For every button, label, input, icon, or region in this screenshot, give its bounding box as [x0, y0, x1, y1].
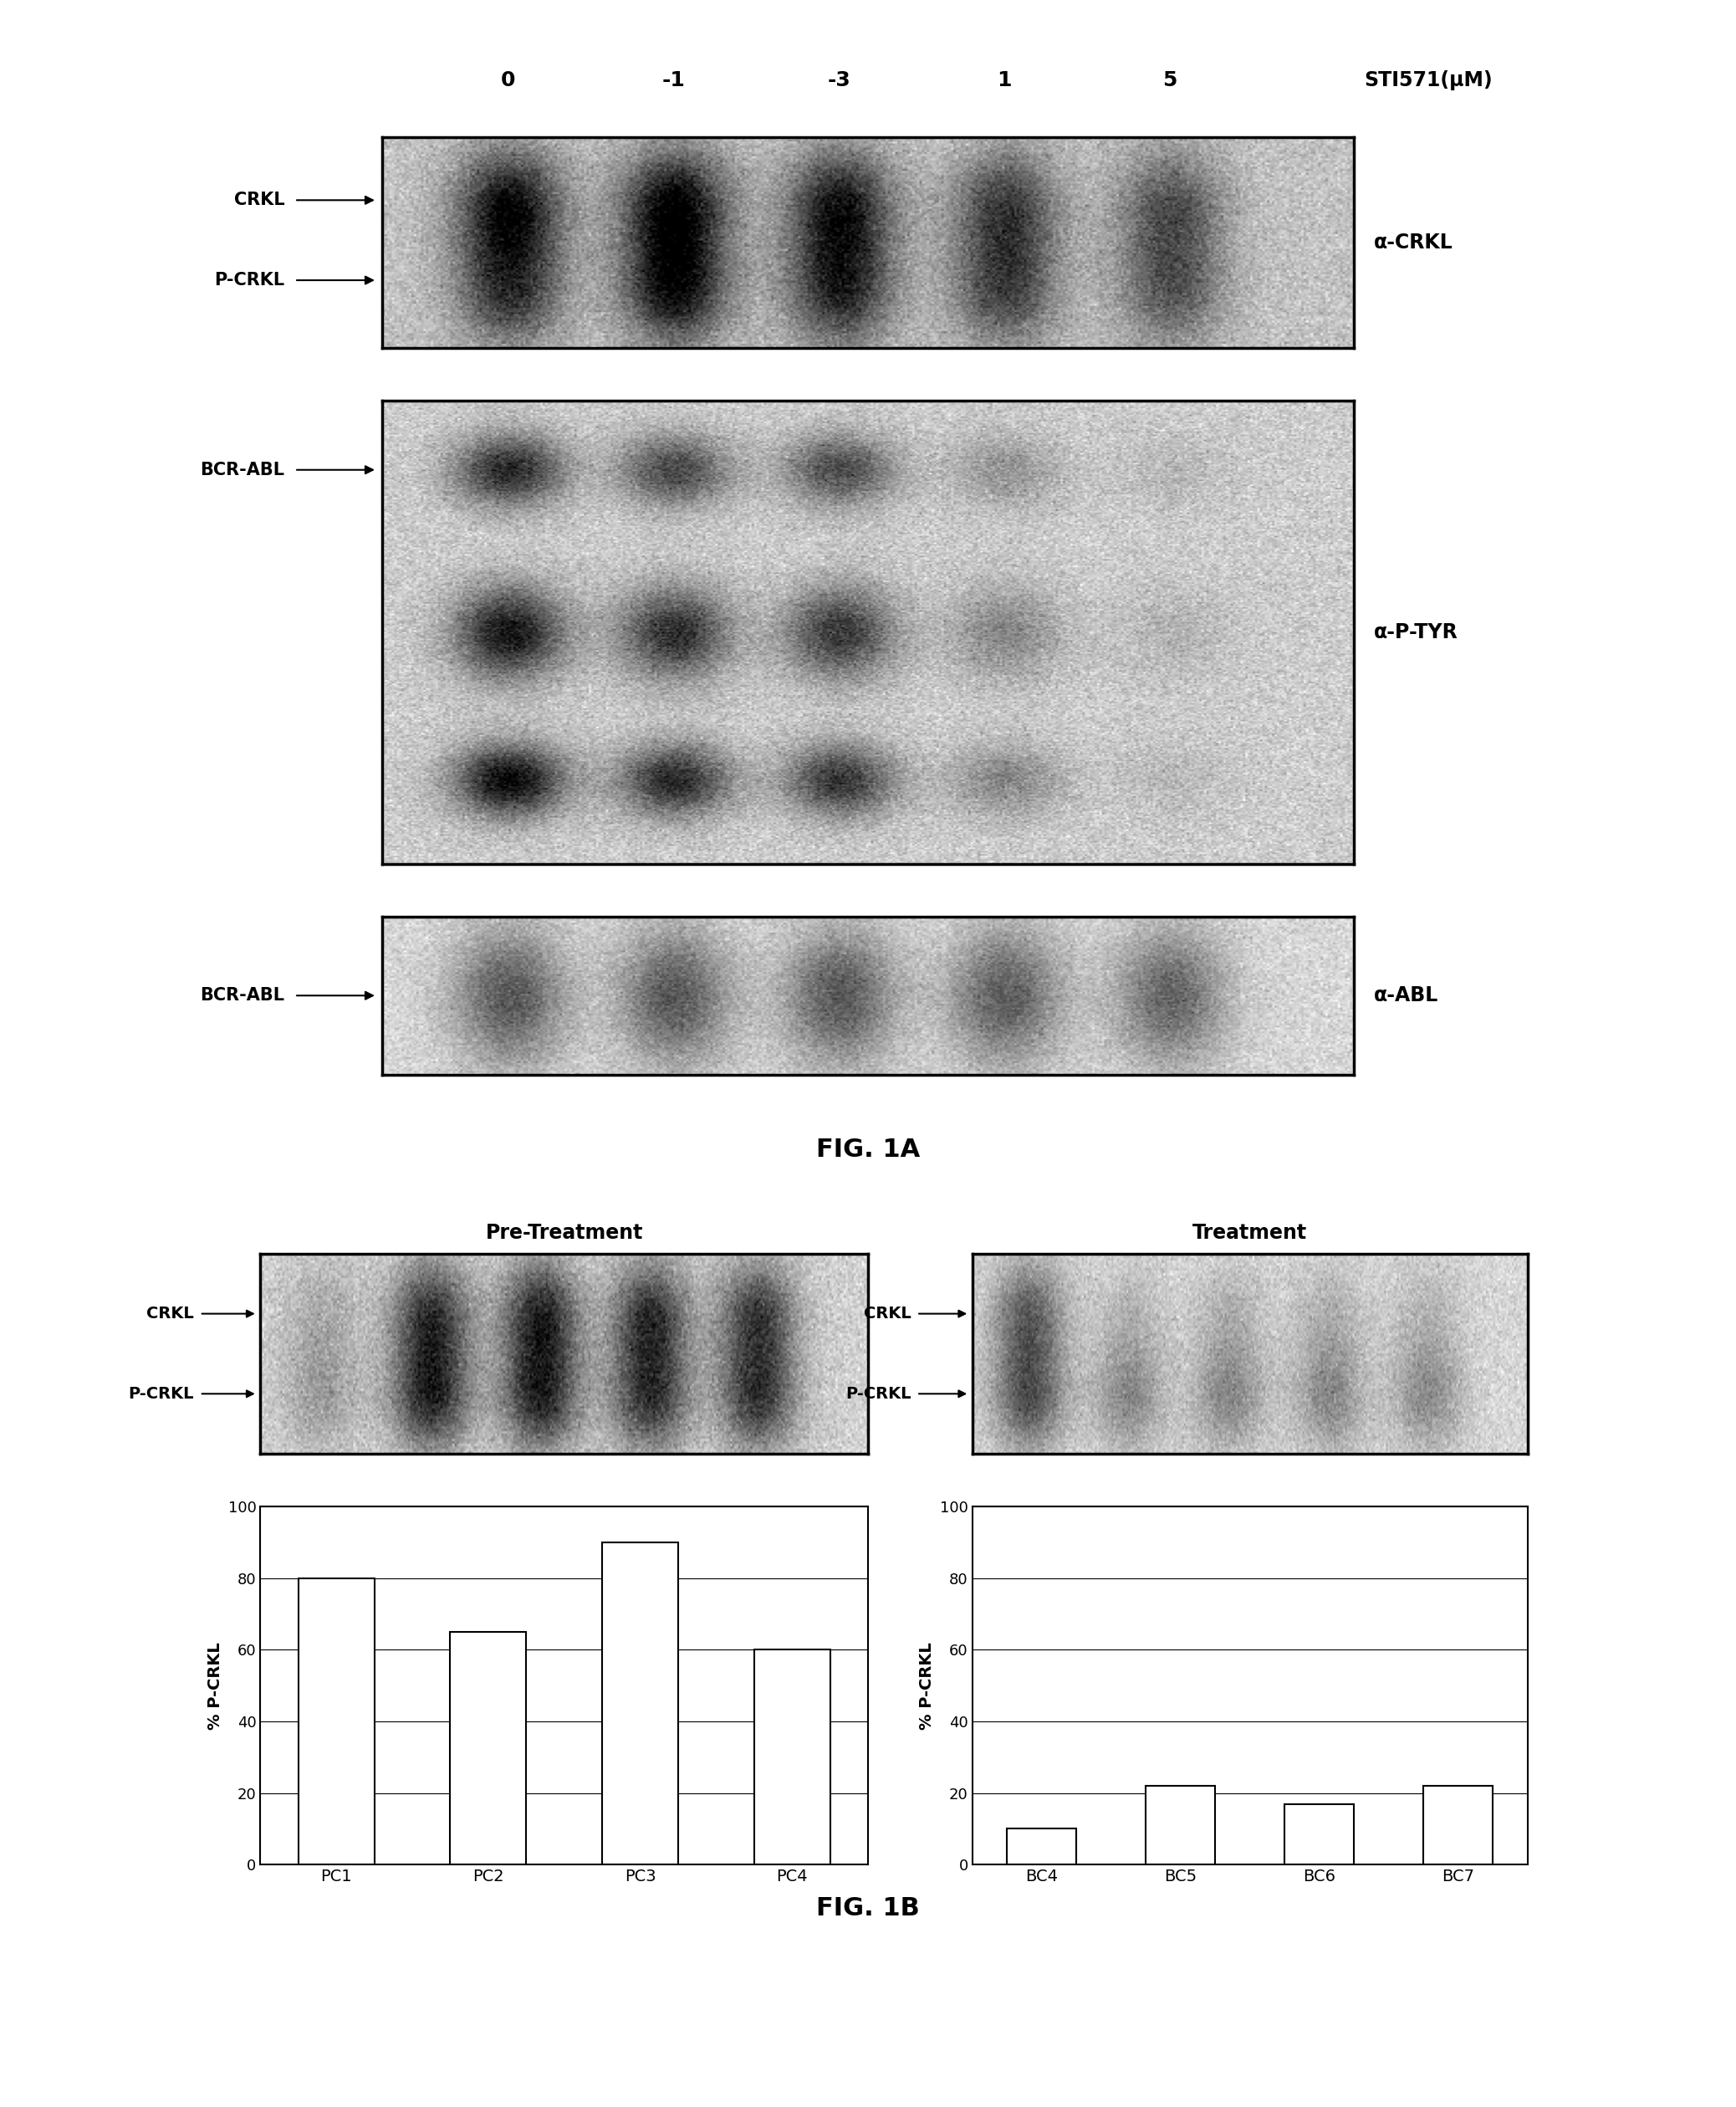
Bar: [753, 1650, 830, 1865]
Text: BCR-ABL: BCR-ABL: [200, 461, 285, 478]
Text: Treatment: Treatment: [1193, 1222, 1307, 1243]
Text: α-CRKL: α-CRKL: [1373, 232, 1453, 253]
Text: CRKL: CRKL: [146, 1306, 193, 1321]
Text: FIG. 1A: FIG. 1A: [816, 1138, 920, 1163]
Text: CRKL: CRKL: [234, 192, 285, 209]
Text: α-P-TYR: α-P-TYR: [1373, 622, 1458, 643]
Text: 5: 5: [1161, 70, 1177, 91]
Text: 0: 0: [502, 70, 516, 91]
Y-axis label: % P-CRKL: % P-CRKL: [920, 1641, 936, 1730]
Text: BCR-ABL: BCR-ABL: [200, 988, 285, 1003]
Bar: [1285, 1804, 1354, 1865]
Text: STI571(μM): STI571(μM): [1364, 70, 1493, 91]
Text: P-CRKL: P-CRKL: [128, 1386, 193, 1401]
Bar: [1146, 1787, 1215, 1865]
Bar: [1007, 1829, 1076, 1865]
Bar: [1424, 1787, 1493, 1865]
Text: Pre-Treatment: Pre-Treatment: [486, 1222, 642, 1243]
Text: P-CRKL: P-CRKL: [214, 272, 285, 289]
Bar: [299, 1578, 375, 1865]
Text: α-ABL: α-ABL: [1373, 986, 1437, 1005]
Text: FIG. 1B: FIG. 1B: [816, 1896, 920, 1922]
Text: -3: -3: [828, 70, 851, 91]
Text: CRKL: CRKL: [863, 1306, 911, 1321]
Bar: [450, 1631, 526, 1865]
Y-axis label: % P-CRKL: % P-CRKL: [208, 1641, 224, 1730]
Text: -1: -1: [661, 70, 686, 91]
Bar: [602, 1542, 679, 1865]
Text: P-CRKL: P-CRKL: [845, 1386, 911, 1401]
Text: 1: 1: [996, 70, 1012, 91]
